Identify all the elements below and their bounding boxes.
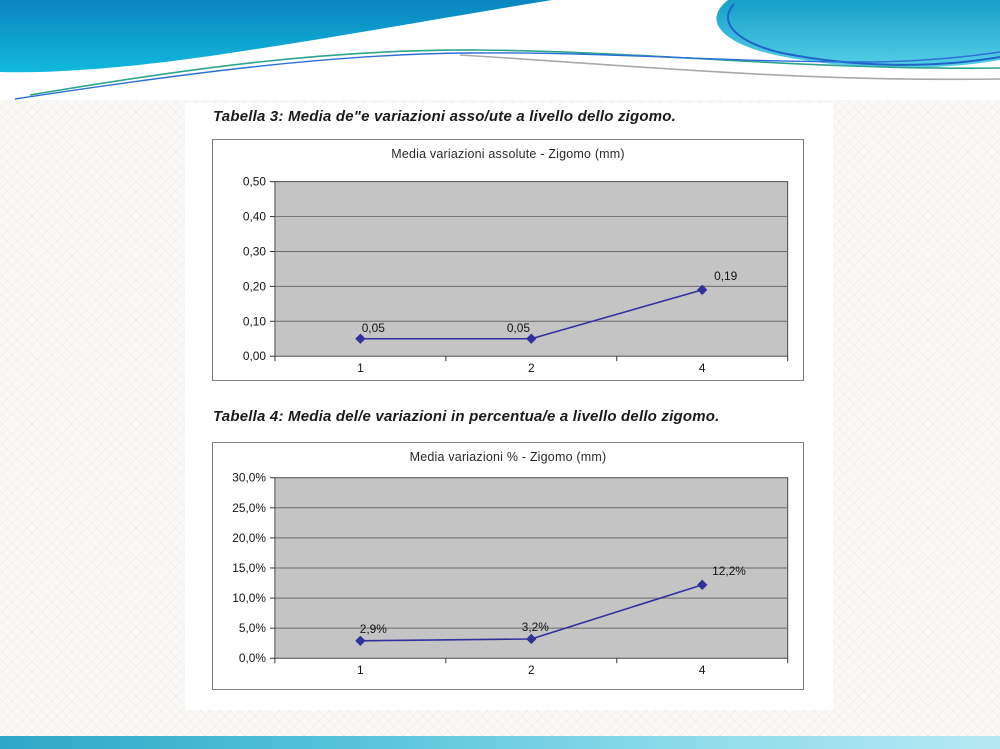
y-tick-label: 15,0% xyxy=(232,561,266,575)
royal-blue-accent-curve xyxy=(727,3,1000,66)
gray-accent-curve xyxy=(459,54,1000,81)
data-point-label: 12,2% xyxy=(712,564,746,578)
y-tick-label: 20,0% xyxy=(232,531,266,545)
chart-percentage-variations: 30,0% 25,0% 20,0% 15,0% 10,0% 5,0% 0,0% 1 2 4 2,9%… xyxy=(212,442,804,690)
x-category-label: 2 xyxy=(528,663,535,677)
data-point-label: 0,05 xyxy=(362,321,386,335)
data-point-marker xyxy=(355,333,366,344)
data-point-label: 2,9% xyxy=(360,622,388,636)
data-point-marker xyxy=(697,579,708,590)
wave-header-graphic xyxy=(0,0,1000,100)
chart1-title: Media variazioni assolute - Zigomo (mm) xyxy=(391,147,625,161)
data-point-marker xyxy=(355,635,366,646)
chart2-plot-svg: 30,0% 25,0% 20,0% 15,0% 10,0% 5,0% 0,0% 1 2 4 2,9%… xyxy=(232,471,789,677)
plot-area xyxy=(274,181,789,357)
y-tick-label: 0,40 xyxy=(243,210,267,224)
data-point-marker xyxy=(697,284,708,296)
data-point-label: 0,05 xyxy=(507,321,531,335)
x-category-label: 1 xyxy=(357,663,364,677)
y-tick-label: 0,0% xyxy=(239,651,267,665)
y-tick-label: 25,0% xyxy=(232,501,266,515)
green-accent-curve xyxy=(29,49,1000,96)
y-tick-label: 0,20 xyxy=(243,279,267,293)
y-tick-label: 0,50 xyxy=(243,175,267,189)
left-wave-shape xyxy=(0,0,552,73)
data-point-marker xyxy=(526,333,537,344)
decorative-footer-bar xyxy=(0,736,1000,749)
content-panel: Tabella 3: Media de"e variazioni asso/ut… xyxy=(185,103,833,710)
table4-caption: Tabella 4: Media del/e variazioni in per… xyxy=(213,408,720,425)
y-tick-label: 30,0% xyxy=(232,471,266,485)
y-tick-label: 0,30 xyxy=(243,244,267,258)
x-category-label: 2 xyxy=(528,361,535,375)
data-point-label: 0,19 xyxy=(714,269,738,283)
y-tick-label: 0,10 xyxy=(243,314,267,328)
y-tick-label: 0,00 xyxy=(243,349,267,363)
blue-accent-curve xyxy=(14,51,1000,100)
y-tick-label: 10,0% xyxy=(232,591,266,605)
right-wave-shape xyxy=(716,0,1000,68)
table3-caption: Tabella 3: Media de"e variazioni asso/ut… xyxy=(213,108,677,125)
x-category-label: 1 xyxy=(357,361,364,375)
chart1-plot-svg: 0,50 0,40 0,30 0,20 0,10 0,00 1 2 4 0,05 0,05 0,19 xyxy=(243,175,789,375)
data-point-marker xyxy=(526,633,537,645)
y-tick-label: 5,0% xyxy=(239,621,267,635)
x-category-label: 4 xyxy=(699,663,706,677)
chart-absolute-variations: 0,50 0,40 0,30 0,20 0,10 0,00 1 2 4 0,05 0,05 0,19 … xyxy=(212,139,804,381)
x-category-label: 4 xyxy=(699,361,706,375)
chart2-title: Media variazioni % - Zigomo (mm) xyxy=(409,450,607,464)
data-point-label: 3,2% xyxy=(522,620,550,634)
